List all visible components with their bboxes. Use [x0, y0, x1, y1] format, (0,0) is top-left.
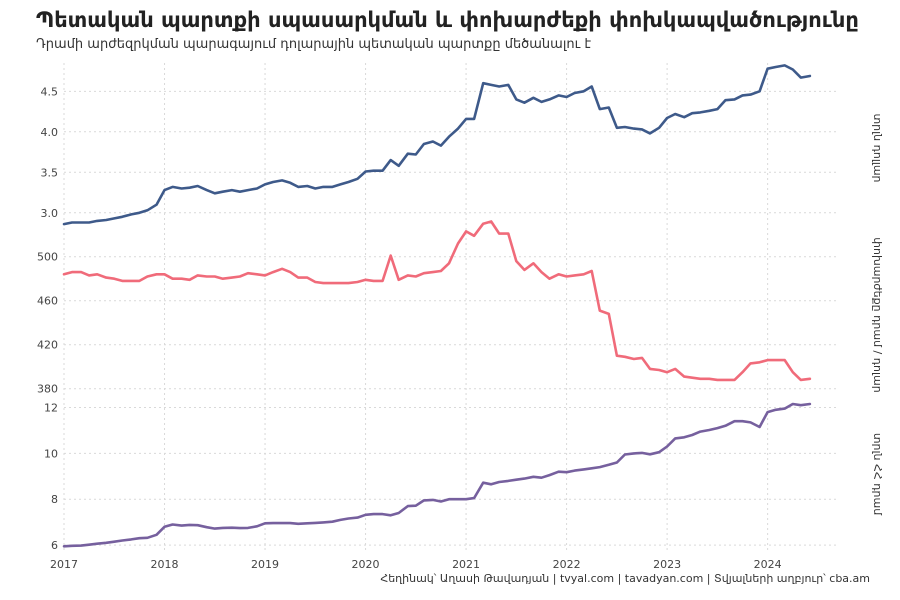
panel-strip-label: տրլն դոլլար [871, 113, 884, 182]
series-line [62, 64, 812, 226]
y-tick-label: 380 [37, 383, 58, 396]
y-tick-label: 12 [44, 401, 58, 414]
chart-title: Պետական պարտքի սպասարկման և փոխարժեքի փո… [36, 8, 859, 32]
y-tick-label: 6 [51, 539, 58, 552]
y-tick-label: 460 [37, 295, 58, 308]
x-tick-label: 2017 [50, 558, 78, 571]
y-tick-label: 3.0 [41, 207, 59, 220]
chart-caption: Հեղինակ՝ Աղասի Թավադյան | tvyal.com | ta… [380, 572, 870, 585]
x-tick-label: 2022 [553, 558, 581, 571]
x-tick-label: 2024 [754, 558, 782, 571]
chart-subtitle: Դրամի արժեզրկման պարագայում դոլարային պե… [36, 37, 592, 52]
panel-strip-label: տրլն ՀՀ դրամ [871, 433, 884, 516]
y-tick-label: 8 [51, 493, 58, 506]
series-line [62, 402, 812, 548]
x-tick-label: 2023 [653, 558, 681, 571]
y-tick-label: 4.5 [41, 85, 59, 98]
x-tick-label: 2020 [352, 558, 380, 571]
series-line [62, 220, 812, 382]
x-tick-label: 2019 [251, 558, 279, 571]
x-tick-label: 2018 [151, 558, 179, 571]
y-tick-label: 4.0 [41, 126, 59, 139]
y-tick-label: 420 [37, 339, 58, 352]
y-tick-label: 3.5 [41, 166, 59, 179]
x-tick-label: 2021 [452, 558, 480, 571]
y-tick-label: 500 [37, 251, 58, 264]
y-tick-label: 10 [44, 447, 58, 460]
panel-strip-label: փոխարժեքը դրամ / դոլար [871, 237, 884, 392]
